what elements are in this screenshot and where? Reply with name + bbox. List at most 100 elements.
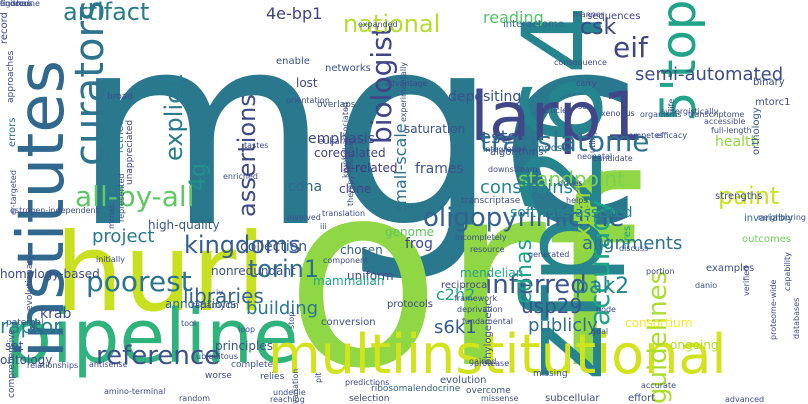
cloud-word: krab — [40, 306, 72, 322]
cloud-word: represented — [117, 173, 126, 222]
cloud-word: la-related — [340, 161, 398, 175]
cloud-word: project — [92, 226, 155, 247]
cloud-word: missense — [481, 394, 519, 403]
cloud-word: candidate — [593, 154, 633, 163]
cloud-word: amino-terminal — [104, 387, 166, 396]
cloud-word: databases — [792, 297, 801, 339]
cloud-word: algorithms — [490, 147, 544, 158]
cloud-word: ribosomalendocrine — [371, 384, 461, 394]
cloud-word: enriched — [223, 172, 258, 181]
cloud-word: mtorc1 — [755, 97, 791, 108]
cloud-word: national — [343, 10, 441, 38]
cloud-word: relies — [260, 372, 285, 382]
cloud-word: neighboring — [758, 213, 806, 222]
cloud-word: building — [246, 298, 319, 319]
cloud-word: mrnas — [107, 203, 116, 229]
cloud-word: overlaps — [317, 100, 356, 110]
cloud-word: genome — [385, 225, 435, 239]
cloud-word: raptor — [0, 314, 62, 338]
cloud-word: relationships — [27, 361, 79, 370]
cloud-word: assertions — [233, 94, 261, 217]
cloud-word: utility — [588, 130, 597, 153]
cloud-word: s6k1 — [434, 317, 477, 338]
cloud-word: protease — [474, 359, 510, 368]
cloud-word: antisense — [89, 360, 128, 369]
cloud-word: eukaryotic — [318, 137, 366, 147]
cloud-word: c2h2 — [436, 285, 476, 304]
cloud-word: set — [5, 339, 24, 353]
cloud-word: estrogen-independent — [10, 206, 99, 215]
cloud-word: experimentally — [399, 61, 408, 122]
cloud-word: expanded — [358, 20, 398, 29]
cloud-word: cdna — [288, 179, 323, 195]
cloud-word: record — [0, 12, 10, 44]
cloud-word: subcellular — [545, 393, 600, 404]
cloud-word: synergistically — [661, 107, 719, 116]
cloud-word: iv — [216, 288, 223, 297]
cloud-word: danio — [695, 281, 718, 290]
cloud-word: variation — [291, 368, 300, 404]
cloud-word: helps — [566, 196, 588, 205]
cloud-word: semi-automated — [635, 64, 784, 85]
cloud-word: paint — [718, 182, 780, 210]
cloud-word: kingdoms — [184, 231, 301, 259]
cloud-word: iii — [320, 222, 327, 231]
cloud-word: health — [715, 134, 760, 150]
cloud-word: loop — [238, 325, 256, 334]
cloud-word: nonredundant — [211, 264, 296, 278]
cloud-word: finishes — [0, 0, 31, 8]
cloud-word: eif — [613, 31, 648, 64]
cloud-word: libraries — [183, 284, 264, 308]
cloud-word: consequence — [554, 58, 607, 67]
cloud-word: accurate — [641, 381, 677, 390]
cloud-word: principles — [215, 339, 274, 353]
cloud-word: stop — [287, 311, 296, 329]
cloud-word: component — [323, 256, 369, 265]
cloud-word: integration — [483, 145, 527, 154]
cloud-word: initially — [96, 255, 125, 264]
cloud-word: drives — [558, 179, 583, 188]
cloud-word: downstream — [488, 165, 538, 174]
cloud-word: homology-based — [0, 267, 100, 281]
cloud-word: portion — [646, 267, 675, 276]
cloud-word: discuss — [619, 244, 649, 253]
cloud-word: saturation — [404, 122, 466, 136]
cloud-word: life — [667, 98, 676, 111]
cloud-word: fundamental — [462, 317, 513, 326]
cloud-word: capability — [783, 252, 792, 291]
cloud-word: huri — [55, 211, 267, 336]
cloud-word: depositing — [448, 89, 522, 105]
cloud-word: standpoint — [518, 167, 625, 191]
cloud-word: deprivation — [457, 305, 503, 314]
cloud-word: ongoing — [670, 338, 719, 352]
cloud-word: chosen — [340, 243, 383, 257]
cloud-word: involved — [287, 213, 321, 222]
cloud-word: errors — [7, 117, 18, 147]
cloud-word: neonatal — [577, 152, 613, 161]
cloud-word: emphasis — [308, 131, 376, 147]
cloud-word: pak2 — [575, 274, 630, 299]
cloud-word: clone — [339, 182, 372, 196]
cloud-word: tres — [622, 225, 633, 245]
cloud-word: endocrine — [0, 0, 40, 8]
cloud-word: torin1 — [248, 255, 320, 283]
cloud-word: transcriptome — [688, 110, 745, 119]
cloud-word: selection — [349, 394, 390, 404]
cloud-word: manner — [573, 10, 605, 19]
cloud-word: node — [596, 305, 616, 314]
cloud-word: ubiquitous — [196, 352, 239, 361]
cloud-word: constrains — [480, 177, 573, 198]
cloud-word: software-assisted — [510, 205, 633, 221]
cloud-word: csk — [580, 15, 617, 40]
cloud-word: generated — [528, 250, 570, 259]
cloud-word: oligopyrimidine — [423, 203, 625, 233]
cloud-word: overcome — [466, 386, 511, 396]
cloud-word: high-quality — [148, 218, 220, 232]
cloud-word: unappreciated — [125, 119, 135, 185]
cloud-word: reading — [483, 8, 544, 27]
cloud-word: transcriptase — [461, 196, 521, 206]
cloud-word: paternal — [6, 318, 44, 328]
cloud-word: inferred — [485, 270, 587, 300]
cloud-word: efficacy — [656, 131, 688, 140]
